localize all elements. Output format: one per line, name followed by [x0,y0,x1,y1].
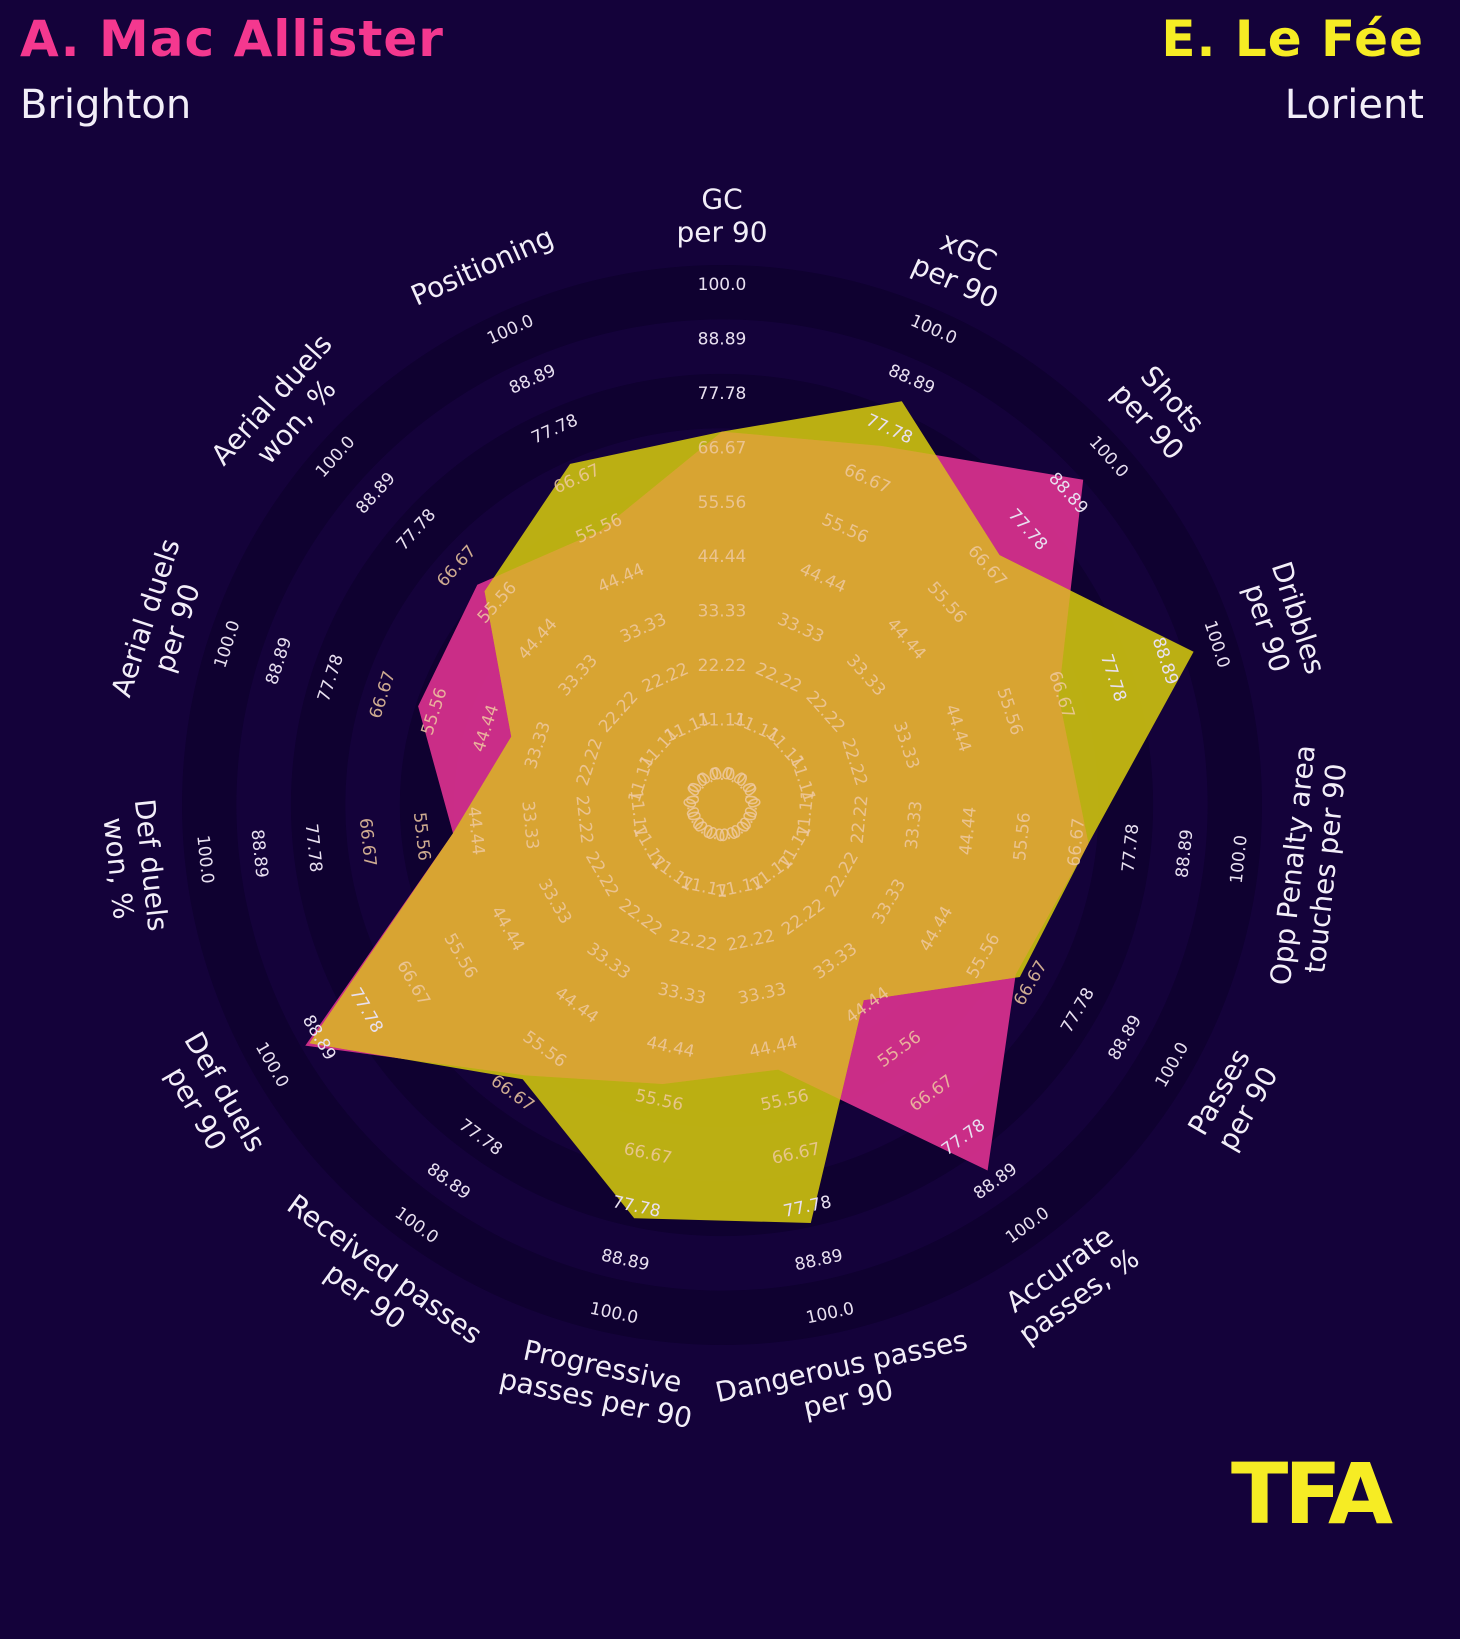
tick-label: 11.11 [698,711,747,731]
axis-label: GC per 90 [676,183,767,249]
axis-label-line: GC [701,183,742,216]
axis-label: Progressivepasses per 90 [497,1330,702,1435]
tick-label: 100.0 [698,275,747,295]
axis-label: Opp Penalty areatouches per 90 [1264,743,1355,990]
axis-label: Dribblesper 90 [1233,557,1332,688]
tick-label: 77.78 [698,384,747,404]
tick-label: 0.0 [740,794,763,823]
logo-text: TFA [1231,1455,1393,1530]
tick-label: 33.33 [698,602,747,622]
axis-label: Def duelswon, % [95,797,175,936]
tick-label: 88.89 [698,329,747,349]
series-overlap-polygon [309,431,1089,1171]
tick-label: 0.0 [681,794,704,823]
tick-label: 66.67 [698,438,747,458]
tick-label: 22.22 [698,656,747,676]
tick-label: 55.56 [698,493,747,513]
tfa-logo-icon: TFA [1231,1455,1397,1530]
team-name-right: Lorient [1284,82,1424,128]
player-name-left: A. Mac Allister [20,10,444,68]
player-name-right: E. Le Fée [1161,10,1424,68]
tick-label: 44.44 [698,547,747,567]
axis-label-line: per 90 [676,216,767,249]
axis-label: xGCper 90 [907,218,1017,315]
team-name-left: Brighton [20,82,192,128]
tick-label: 0.0 [708,765,735,785]
radar-series [305,401,1194,1223]
